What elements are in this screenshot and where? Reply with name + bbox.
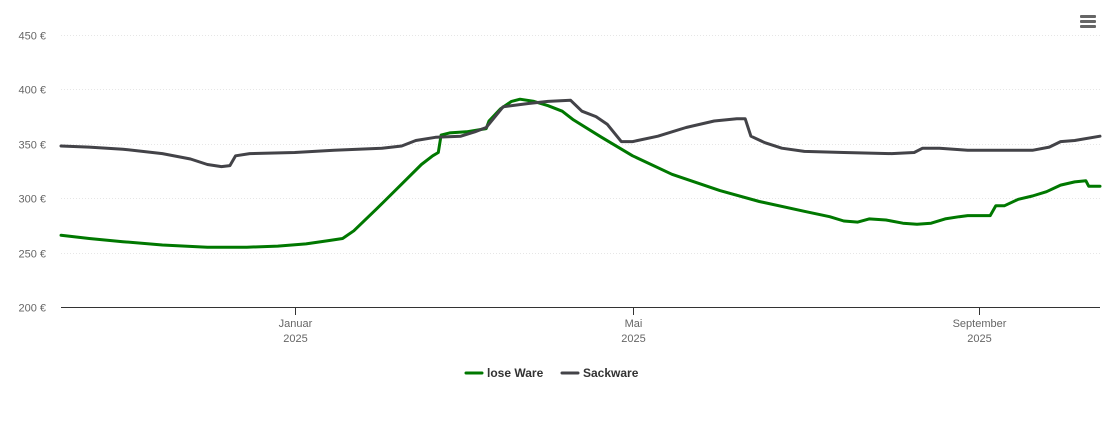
x-tick-year-label: 2025 [283,333,307,345]
x-axis-ticks: Januar 2025 Mai 2025 September 2025 [279,307,1007,345]
y-tick-label: 450 € [18,31,46,43]
y-axis-tick-labels: 200 € 250 € 300 € 350 € 400 € 450 € [18,31,46,315]
x-tick-year-label: 2025 [967,333,991,345]
y-tick-label: 300 € [18,194,46,206]
legend-label[interactable]: Sackware [583,366,639,380]
series-line-lose-ware[interactable] [59,97,1102,249]
menu-bar-1 [1080,15,1096,18]
legend: lose Ware Sackware [464,366,639,380]
legend-item[interactable]: lose Ware [464,366,544,380]
y-tick-label: 400 € [18,85,46,97]
y-gridlines [61,35,1100,254]
y-tick-label: 250 € [18,249,46,261]
x-tick-month-label: Mai [625,318,643,330]
y-tick-label: 350 € [18,140,46,152]
x-tick-year-label: 2025 [621,333,645,345]
menu-bar-3 [1080,25,1096,28]
legend-item[interactable]: Sackware [560,366,639,380]
y-tick-label: 200 € [18,303,46,315]
series-line-sackware[interactable] [59,98,1102,169]
x-tick-month-label: Januar [279,318,313,330]
x-tick-month-label: September [953,318,1007,330]
plot-area [59,97,1102,249]
menu-bar-2 [1080,20,1096,23]
hamburger-menu-icon[interactable] [1076,10,1100,32]
legend-label[interactable]: lose Ware [487,366,544,380]
